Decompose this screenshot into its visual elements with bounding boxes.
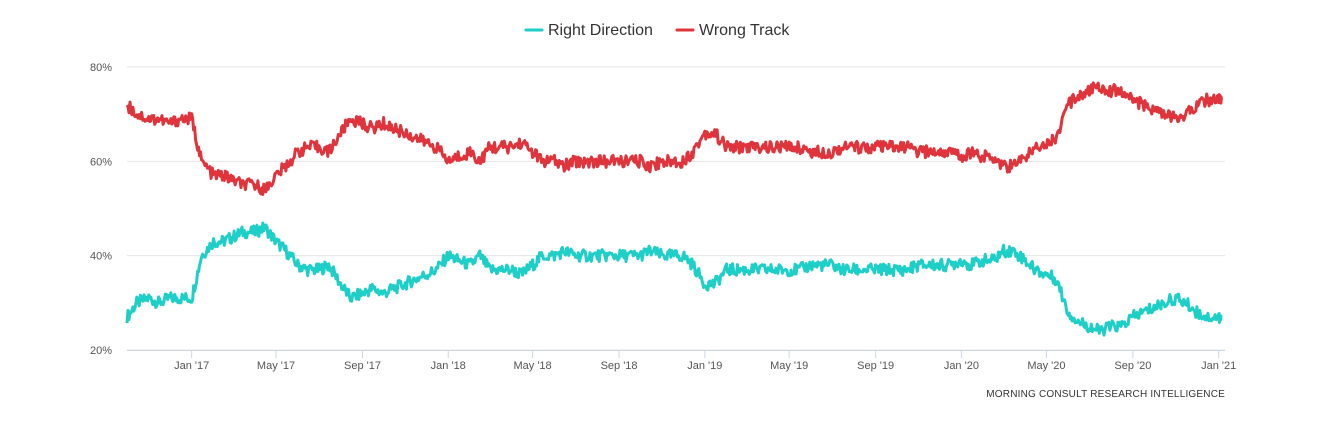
x-tick-label: Jan '21 (1201, 360, 1236, 372)
x-tick-label: Jan '17 (174, 360, 209, 372)
series-line-wrong-track (125, 81, 1223, 196)
series-group (125, 81, 1223, 337)
x-tick-label: May '19 (770, 360, 808, 372)
x-tick-label: May '20 (1027, 360, 1065, 372)
y-tick-label: 60% (90, 156, 112, 168)
legend: Right Direction Wrong Track (524, 22, 790, 39)
x-tick-label: Sep '20 (1114, 360, 1151, 372)
y-tick-label: 40% (90, 251, 112, 263)
legend-item-label[interactable]: Right Direction (548, 22, 653, 39)
y-tick-label: 80% (90, 62, 112, 74)
x-tick-label: Jan '19 (687, 360, 722, 372)
x-tick-label: Jan '18 (431, 360, 466, 372)
x-tick-label: Sep '17 (344, 360, 381, 372)
x-tick-label: May '17 (257, 360, 295, 372)
x-axis: Jan '17 May '17 Sep '17 Jan '18 May '18 Sep '… (127, 350, 1236, 372)
grid-lines (127, 66, 1225, 351)
x-tick-label: May '18 (514, 360, 552, 372)
series-line-right-direction (125, 221, 1223, 337)
x-tick-label: Sep '18 (601, 360, 638, 372)
source-credit: MORNING CONSULT RESEARCH INTELLIGENCE (986, 389, 1225, 400)
y-tick-label: 20% (90, 345, 112, 357)
x-tick-label: Sep '19 (857, 360, 894, 372)
legend-item-label[interactable]: Wrong Track (699, 22, 790, 39)
x-tick-label: Jan '20 (944, 360, 979, 372)
y-axis: 80% 60% 40% 20% (90, 62, 112, 357)
